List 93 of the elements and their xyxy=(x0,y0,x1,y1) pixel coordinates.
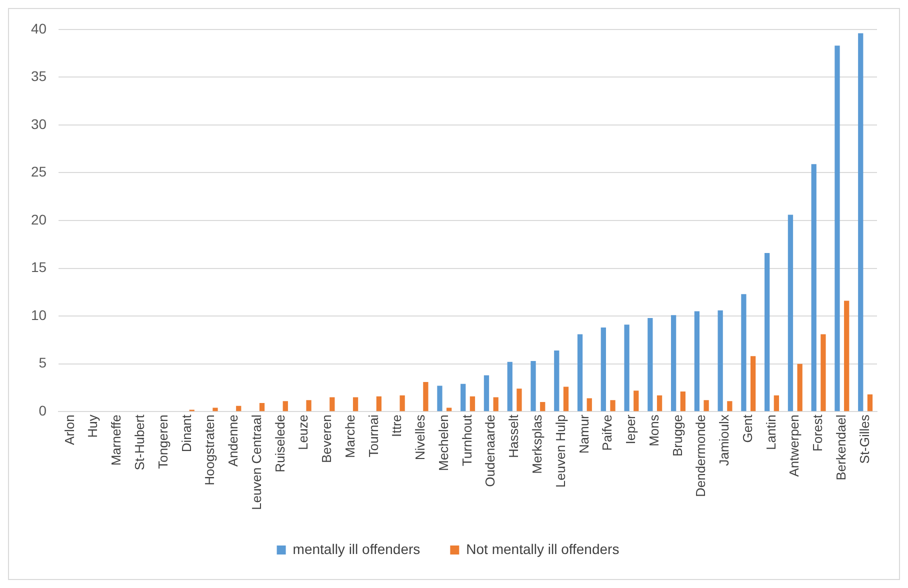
x-tick-label: Nivelles xyxy=(412,414,428,460)
x-tick-label: Leuven Centraal xyxy=(248,414,264,510)
bar xyxy=(624,324,630,412)
x-tick-label: Arlon xyxy=(62,414,77,445)
x-tick-label: Leuven Hulp xyxy=(552,414,568,488)
bar xyxy=(610,400,616,412)
bar xyxy=(727,401,732,412)
y-tick-label: 15 xyxy=(30,259,47,276)
x-tick-label: Leuze xyxy=(296,414,311,450)
bar xyxy=(586,398,592,412)
bar xyxy=(694,311,700,412)
bar xyxy=(507,362,512,412)
bar xyxy=(554,350,560,412)
bar xyxy=(306,400,312,412)
bar xyxy=(797,364,802,412)
x-tick-label: Oudenaarde xyxy=(482,414,498,487)
x-tick-label: Andenne xyxy=(226,414,241,467)
bar xyxy=(470,396,476,412)
x-tick-label: Gent xyxy=(740,414,755,443)
x-tick-label: Tongeren xyxy=(155,414,170,469)
y-tick-label: 40 xyxy=(30,20,47,36)
bar xyxy=(680,392,686,412)
bar xyxy=(460,384,466,412)
bar xyxy=(844,300,850,412)
bar xyxy=(530,360,536,412)
y-tick-label: 25 xyxy=(30,164,47,180)
bar xyxy=(236,406,242,412)
bar xyxy=(741,294,746,412)
bar xyxy=(670,315,676,412)
y-tick-label: 10 xyxy=(30,306,47,323)
x-tick-label: Turnhout xyxy=(459,414,474,466)
bar xyxy=(423,382,428,412)
x-tick-label: Merksplas xyxy=(530,414,545,474)
x-tick-label: Mechelen xyxy=(436,414,451,471)
x-tick-label: Lantin xyxy=(763,414,778,450)
bar xyxy=(858,33,864,412)
y-tick-label: 35 xyxy=(30,68,47,84)
x-tick-label: Namur xyxy=(576,414,592,454)
bar xyxy=(718,310,723,412)
x-tick-label: Berkendael xyxy=(834,414,849,480)
bar xyxy=(577,334,583,412)
x-tick-label: Ieper xyxy=(623,414,638,444)
x-tick-label: Tournai xyxy=(366,414,381,458)
x-tick-label: Huy xyxy=(85,414,100,438)
bar xyxy=(648,318,653,412)
x-tick-label: Forest xyxy=(810,414,826,452)
x-tick-label: Dendermonde xyxy=(693,414,708,497)
x-tick-label: Ruiselede xyxy=(272,414,288,472)
y-tick-label: 20 xyxy=(30,211,47,228)
y-tick-label: 0 xyxy=(38,402,47,418)
x-tick-label: Marche xyxy=(342,414,358,458)
x-tick-label: Paifve xyxy=(600,414,615,451)
x-tick-label: Brugge xyxy=(670,414,685,457)
legend-label: mentally ill offenders xyxy=(292,540,420,557)
bar xyxy=(330,397,335,412)
x-tick-label: Marneffe xyxy=(108,414,124,466)
bar xyxy=(750,356,756,412)
x-tick-label: Jamioulx xyxy=(716,414,732,466)
bar xyxy=(656,395,662,412)
bar xyxy=(493,397,498,412)
bar xyxy=(764,252,770,412)
x-tick-label: Antwerpen xyxy=(786,414,802,477)
bar xyxy=(516,388,522,412)
bar xyxy=(400,395,405,412)
y-tick-label: 5 xyxy=(38,354,47,371)
bar xyxy=(352,397,358,412)
bar xyxy=(540,402,546,412)
bar xyxy=(867,394,873,412)
legend-label: Not mentally ill offenders xyxy=(466,540,620,557)
bar xyxy=(484,375,490,412)
x-tick-label: St-Gilles xyxy=(856,414,872,464)
bar xyxy=(834,46,840,412)
bar xyxy=(437,386,442,412)
x-tick-label: Beveren xyxy=(319,414,334,464)
bar xyxy=(259,403,265,412)
x-tick-label: Dinant xyxy=(178,414,194,452)
bar xyxy=(820,334,826,412)
x-tick-label: Hoogstraten xyxy=(202,414,218,486)
bar xyxy=(704,400,709,412)
bar xyxy=(212,408,218,412)
y-tick-label: 30 xyxy=(30,116,47,132)
x-tick-label: Hasselt xyxy=(506,414,522,458)
bar xyxy=(788,214,794,412)
bar xyxy=(634,390,639,412)
x-tick-label: Mons xyxy=(646,414,662,446)
bar xyxy=(774,395,780,412)
bar xyxy=(811,164,816,412)
bar xyxy=(600,328,606,412)
bar xyxy=(282,401,288,412)
bar xyxy=(563,386,569,412)
bar xyxy=(376,396,382,412)
x-tick-label: Ittre xyxy=(389,414,404,438)
x-tick-label: St-Hubert xyxy=(132,414,147,470)
